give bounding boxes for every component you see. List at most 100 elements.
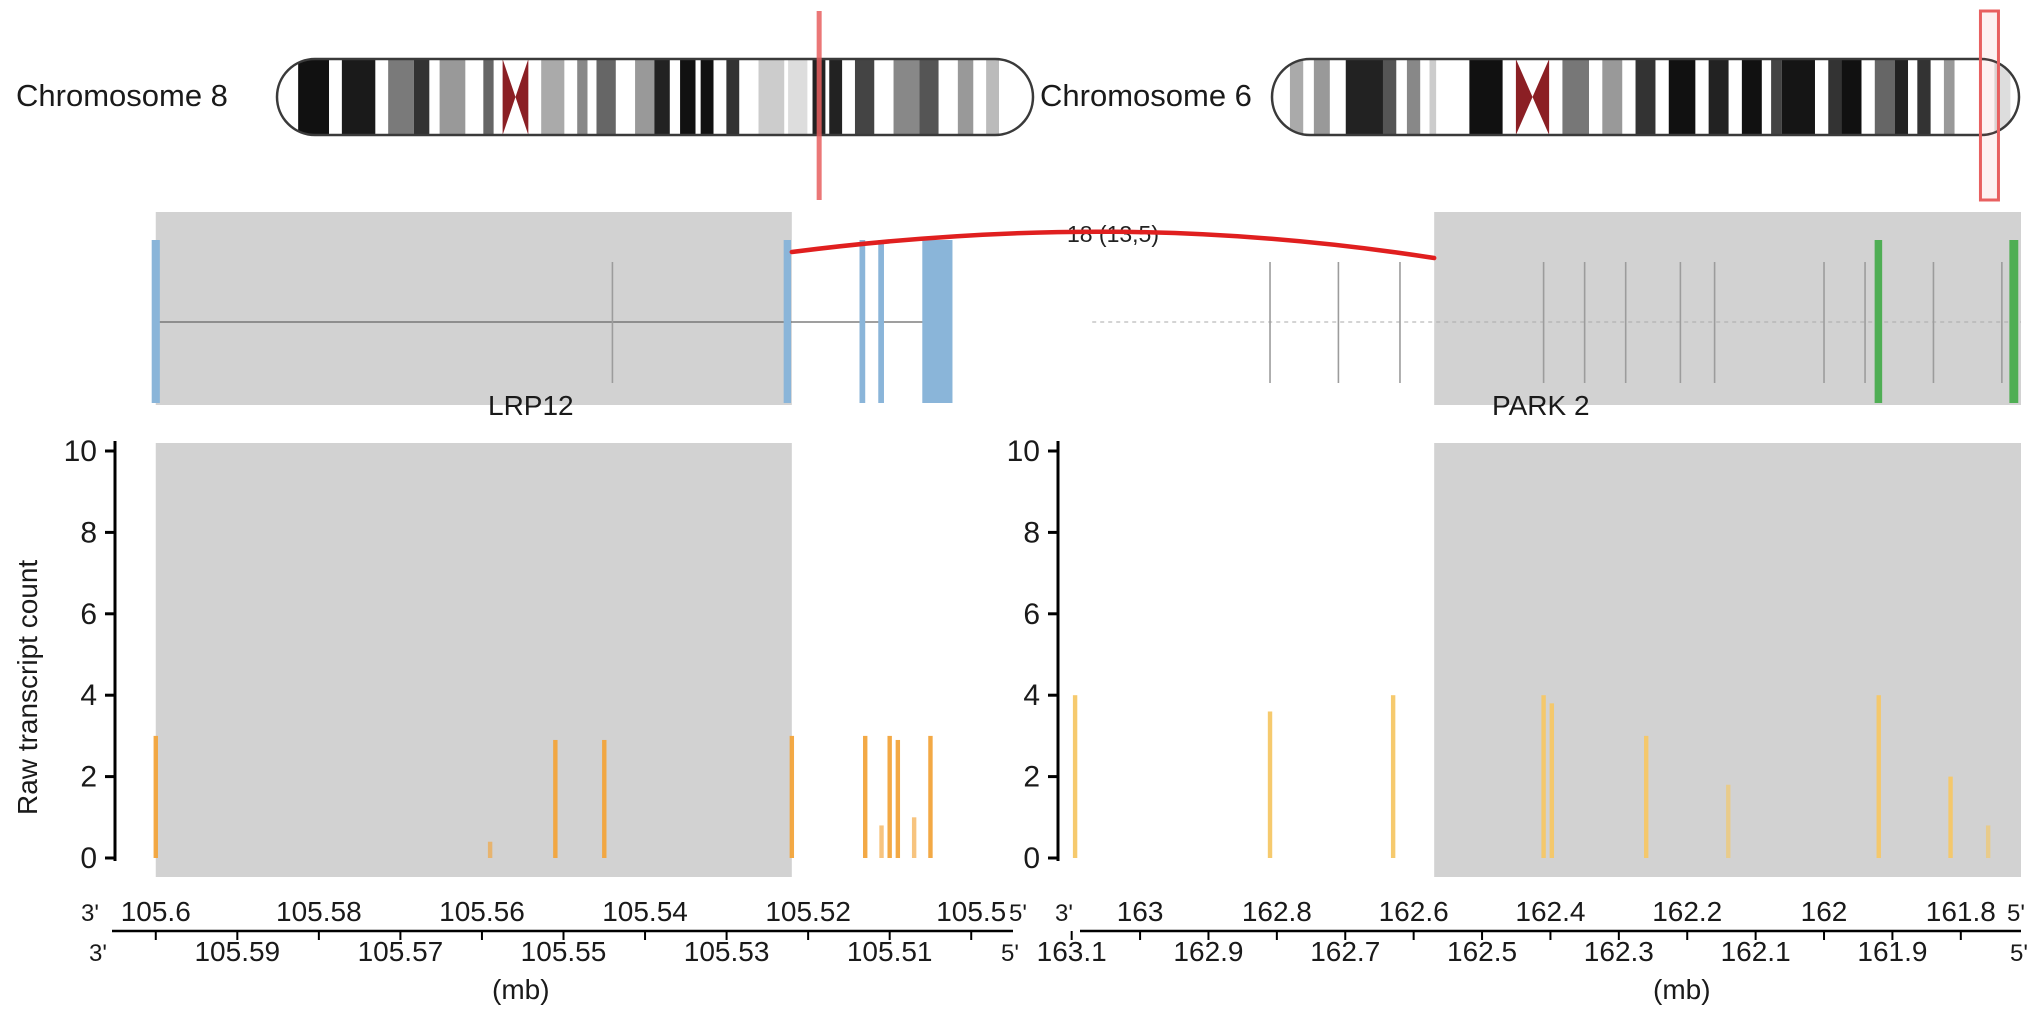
chromosome-band xyxy=(541,59,565,135)
chromosome-band xyxy=(1289,59,1304,135)
y-tick-label: 0 xyxy=(80,842,97,875)
chromosome-band xyxy=(1602,59,1623,135)
transcript-count-bar xyxy=(789,735,795,858)
transcript-count-bar xyxy=(1876,695,1881,858)
centromere xyxy=(1532,59,1550,135)
chromosome-band xyxy=(829,59,843,135)
x-tick-label: 162 xyxy=(1801,896,1848,927)
transcript-count-bar xyxy=(1390,695,1396,858)
chromosome-band xyxy=(957,59,974,135)
chromosome-band xyxy=(1668,59,1696,135)
transcript-count-bar xyxy=(895,739,901,858)
chromosome-band xyxy=(596,59,616,135)
gene-region-shade xyxy=(155,443,792,877)
transcript-count-bar xyxy=(1541,695,1546,858)
chromosome-band xyxy=(1828,59,1842,135)
gene-region-shade xyxy=(155,212,792,405)
y-tick-label: 4 xyxy=(1023,679,1040,712)
x-tick-label: 161.9 xyxy=(1857,936,1927,967)
chromosome-band xyxy=(726,59,740,135)
exon-bar xyxy=(878,240,884,403)
gene-label-park2: PARK 2 xyxy=(1492,390,1590,421)
ideogram-outline xyxy=(1270,57,2021,137)
transcript-count-bar xyxy=(911,817,917,858)
chromosome-6-ideogram xyxy=(1270,9,2021,202)
chromosome-band xyxy=(986,59,999,135)
transcript-structure-track: 18 (13,5) xyxy=(151,212,2021,405)
chromosome-band xyxy=(577,59,588,135)
chromosome-band xyxy=(1382,59,1397,135)
exon-bar xyxy=(2009,240,2019,403)
chromosome-band xyxy=(1741,59,1762,135)
chromosome-band xyxy=(1469,59,1503,135)
chromosome-band xyxy=(1345,59,1383,135)
chromosome-band xyxy=(1874,59,1895,135)
x-tick-label: 105.55 xyxy=(521,936,607,967)
chromosome-band xyxy=(788,59,808,135)
y-tick-label: 8 xyxy=(80,516,97,549)
y-axis-title: Raw transcript count xyxy=(12,559,43,815)
y-tick-label: 2 xyxy=(80,761,97,794)
y-tick-label: 10 xyxy=(64,435,97,468)
x-tick-label: 105.53 xyxy=(684,936,770,967)
chromosome-band xyxy=(758,59,785,135)
transcript-count-bar xyxy=(879,825,884,858)
chromosome-band xyxy=(1781,59,1815,135)
ideogram-bands xyxy=(277,59,1033,135)
chromosome-band xyxy=(680,59,696,135)
transcript-count-bar xyxy=(153,735,158,858)
x-tick-label: 162.9 xyxy=(1173,936,1243,967)
gene-label-lrp12: LRP12 xyxy=(488,390,574,421)
chromosome-band xyxy=(1771,59,1782,135)
raw-transcript-count-plots: 0 2 4 6 8 10 0 2 4 6 8 10 xyxy=(64,435,2021,877)
chromosome-6-label: Chromosome 6 xyxy=(1040,78,1252,113)
transcript-count-bar xyxy=(887,735,892,858)
x-tick-label: 162.8 xyxy=(1242,896,1312,927)
transcript-count-bar xyxy=(1267,711,1273,858)
transcript-count-bar xyxy=(1948,776,1953,858)
genomic-position-axes: 105.6 105.58 105.56 105.54 105.52 105.5 105.59… xyxy=(81,896,2028,967)
exon-bar xyxy=(859,240,866,403)
x-tick-label: 105.54 xyxy=(602,896,688,927)
ideogram-outline xyxy=(275,57,1035,137)
x-tick-label: 163.1 xyxy=(1037,936,1107,967)
transcript-count-bar xyxy=(1985,825,1991,858)
x-tick-label: 161.8 xyxy=(1926,896,1996,927)
exon-bar xyxy=(922,240,953,403)
chromosome-band xyxy=(413,59,430,135)
strand-3prime-label: 3' xyxy=(1055,900,1073,927)
strand-5prime-label: 5' xyxy=(1001,940,1019,967)
transcript-count-bar xyxy=(1072,695,1078,858)
chromosome-band xyxy=(700,59,714,135)
x-tick-label: 162.1 xyxy=(1721,936,1791,967)
breakpoint-marker xyxy=(1978,9,2000,202)
strand-3prime-label: 3' xyxy=(81,900,99,927)
chromosome-band xyxy=(1708,59,1729,135)
transcript-count-bar xyxy=(863,735,868,858)
chromosome-band xyxy=(854,59,875,135)
transcript-count-bar xyxy=(1643,735,1649,858)
chromosome-band xyxy=(439,59,466,135)
x-axis-unit-left: (mb) xyxy=(492,974,550,1005)
chromosome-band xyxy=(1313,59,1330,135)
transcript-count-bar xyxy=(602,739,607,858)
transcript-count-bar xyxy=(928,735,933,858)
strand-3prime-label: 3' xyxy=(89,940,107,967)
chromosome-band xyxy=(298,59,330,135)
chromosome-band xyxy=(1943,59,1955,135)
y-tick-label: 4 xyxy=(80,679,97,712)
x-tick-label: 162.7 xyxy=(1310,936,1380,967)
gene-region-shade xyxy=(1434,212,2021,405)
chromosome-band xyxy=(1562,59,1590,135)
x-tick-label: 105.56 xyxy=(439,896,525,927)
chromosome-band xyxy=(1429,59,1437,135)
chromosome-8-ideogram xyxy=(275,11,1035,200)
y-tick-label: 10 xyxy=(1007,435,1040,468)
chromosome-band xyxy=(1894,59,1909,135)
x-tick-label: 105.57 xyxy=(358,936,444,967)
strand-5prime-label: 5' xyxy=(2010,940,2028,967)
centromere xyxy=(515,59,529,135)
y-tick-label: 0 xyxy=(1023,842,1040,875)
chromosome-band xyxy=(1406,59,1421,135)
